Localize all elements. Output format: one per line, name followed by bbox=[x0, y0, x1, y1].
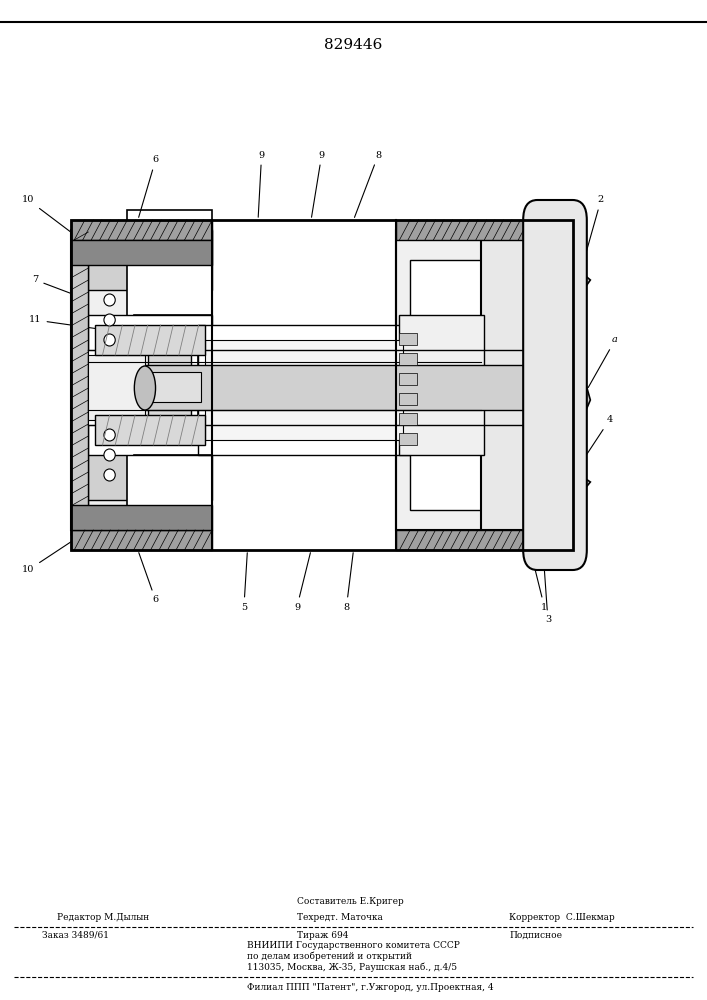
Bar bbox=[399, 315, 484, 455]
Bar bbox=[95, 325, 205, 355]
Text: 113035, Москва, Ж-35, Раушская наб., д.4/5: 113035, Москва, Ж-35, Раушская наб., д.4… bbox=[247, 962, 457, 972]
Bar bbox=[399, 353, 417, 365]
Bar bbox=[410, 430, 509, 510]
Bar bbox=[396, 230, 573, 530]
Text: 9: 9 bbox=[258, 150, 264, 217]
Bar bbox=[71, 230, 212, 530]
Bar bbox=[88, 355, 145, 420]
Bar bbox=[127, 210, 212, 550]
Ellipse shape bbox=[104, 429, 115, 441]
Text: a: a bbox=[588, 336, 618, 388]
Text: 8: 8 bbox=[354, 150, 381, 217]
Bar bbox=[71, 315, 212, 455]
Bar bbox=[145, 372, 201, 402]
Bar bbox=[148, 340, 191, 440]
Text: 6: 6 bbox=[139, 155, 158, 217]
Bar bbox=[71, 230, 212, 290]
Text: 4: 4 bbox=[581, 416, 612, 463]
Ellipse shape bbox=[104, 469, 115, 481]
Text: 829446: 829446 bbox=[325, 38, 382, 52]
Bar bbox=[481, 230, 573, 530]
Bar bbox=[198, 330, 410, 445]
Bar bbox=[410, 260, 509, 340]
Polygon shape bbox=[396, 220, 573, 240]
Polygon shape bbox=[555, 235, 573, 535]
Text: 10: 10 bbox=[22, 537, 79, 574]
Text: 3: 3 bbox=[523, 273, 551, 624]
Polygon shape bbox=[71, 235, 88, 535]
Text: Заказ 3489/61: Заказ 3489/61 bbox=[42, 930, 110, 940]
Bar bbox=[399, 333, 417, 345]
Ellipse shape bbox=[104, 449, 115, 461]
Text: Составитель Е.Кригер: Составитель Е.Кригер bbox=[297, 898, 404, 906]
Text: 5: 5 bbox=[241, 553, 247, 611]
Text: 1: 1 bbox=[531, 553, 547, 611]
Bar bbox=[399, 373, 417, 385]
Bar bbox=[71, 240, 212, 265]
Bar bbox=[71, 220, 573, 550]
Text: по делам изобретений и открытий: по делам изобретений и открытий bbox=[247, 951, 412, 961]
Bar bbox=[71, 440, 212, 500]
Bar bbox=[95, 415, 205, 445]
Bar bbox=[198, 325, 410, 455]
FancyBboxPatch shape bbox=[523, 200, 587, 570]
Bar bbox=[205, 340, 403, 440]
Text: 9: 9 bbox=[312, 150, 325, 217]
Ellipse shape bbox=[134, 366, 156, 410]
Bar bbox=[127, 370, 481, 405]
Text: Подписное: Подписное bbox=[509, 930, 562, 940]
Ellipse shape bbox=[104, 334, 115, 346]
Text: 9: 9 bbox=[294, 553, 310, 611]
Text: 8: 8 bbox=[344, 553, 354, 611]
Text: Корректор  С.Шекмар: Корректор С.Шекмар bbox=[509, 914, 615, 922]
Text: 7: 7 bbox=[33, 275, 86, 299]
Polygon shape bbox=[555, 370, 590, 440]
Bar bbox=[88, 350, 145, 425]
Text: ВНИИПИ Государственного комитета СССР: ВНИИПИ Государственного комитета СССР bbox=[247, 940, 460, 950]
Bar bbox=[145, 365, 534, 410]
Text: Техредт. Маточка: Техредт. Маточка bbox=[297, 914, 382, 922]
Text: Филиал ППП "Патент", г.Ужгород, ул.Проектная, 4: Филиал ППП "Патент", г.Ужгород, ул.Проек… bbox=[247, 984, 494, 992]
Bar bbox=[399, 413, 417, 425]
Ellipse shape bbox=[104, 314, 115, 326]
Ellipse shape bbox=[104, 294, 115, 306]
Polygon shape bbox=[71, 220, 212, 240]
Text: 11: 11 bbox=[29, 316, 103, 330]
Bar bbox=[71, 235, 88, 535]
Text: 6: 6 bbox=[139, 553, 158, 604]
Text: 2: 2 bbox=[559, 196, 604, 347]
Bar bbox=[399, 433, 417, 445]
Bar bbox=[145, 425, 201, 440]
Text: Редактор М.Дылын: Редактор М.Дылын bbox=[57, 914, 148, 922]
Polygon shape bbox=[555, 265, 590, 310]
Polygon shape bbox=[71, 530, 212, 550]
Bar bbox=[399, 393, 417, 405]
Polygon shape bbox=[396, 530, 573, 550]
Text: Тираж 694: Тираж 694 bbox=[297, 930, 349, 940]
Bar bbox=[71, 505, 212, 530]
Text: 10: 10 bbox=[22, 196, 79, 238]
Bar bbox=[145, 333, 201, 348]
Polygon shape bbox=[555, 470, 590, 510]
